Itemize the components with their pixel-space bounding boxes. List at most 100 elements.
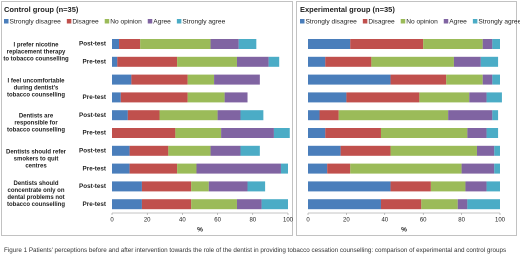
legend-label: Agree bbox=[449, 18, 467, 25]
bar-segment bbox=[421, 199, 458, 210]
bar-segment bbox=[308, 181, 391, 192]
bar-segment bbox=[492, 39, 500, 49]
bar-segment bbox=[273, 128, 290, 138]
bar-segment bbox=[177, 56, 237, 67]
row-label: Post-test bbox=[79, 147, 107, 154]
bar-segment bbox=[486, 92, 502, 103]
bar-segment bbox=[177, 163, 197, 174]
legend-label: Disagree bbox=[72, 18, 99, 25]
bar-segment bbox=[308, 74, 391, 85]
bar-segment bbox=[210, 39, 239, 49]
bar-segment bbox=[112, 145, 130, 156]
legend-swatch bbox=[4, 19, 9, 24]
bar-segment bbox=[112, 163, 130, 174]
bar-segment bbox=[461, 163, 495, 174]
bar-segment bbox=[208, 181, 248, 192]
row-label: Pre-test bbox=[83, 201, 107, 208]
bar-segment bbox=[319, 110, 339, 121]
bar-segment bbox=[371, 56, 454, 67]
bar-segment bbox=[476, 145, 495, 156]
bar-segment bbox=[327, 163, 351, 174]
bar-segment bbox=[492, 74, 500, 85]
bar-segment bbox=[380, 199, 422, 210]
bar-segment bbox=[261, 199, 288, 210]
x-axis-label: % bbox=[197, 227, 203, 234]
legend-swatch bbox=[443, 19, 449, 24]
legend-label: Disagree bbox=[368, 18, 395, 25]
legend-swatch bbox=[472, 19, 478, 24]
bar-segment bbox=[486, 181, 500, 192]
bar-segment bbox=[236, 56, 269, 67]
bar-segment bbox=[196, 163, 281, 174]
x-tick-label: 0 bbox=[110, 218, 114, 224]
bar-segment bbox=[453, 56, 481, 67]
legend-label: Strongly disagree bbox=[306, 18, 358, 25]
statement-label: I prefer nicotine replacement therapy to… bbox=[3, 42, 69, 63]
legend-swatch bbox=[362, 19, 368, 24]
bar-segment bbox=[308, 128, 326, 138]
bar-segment bbox=[236, 199, 262, 210]
x-tick-label: 40 bbox=[179, 218, 186, 224]
bar-segment bbox=[390, 145, 477, 156]
bar-segment bbox=[482, 74, 493, 85]
bar-segment bbox=[238, 39, 257, 49]
bar-segment bbox=[350, 163, 462, 174]
bar-segment bbox=[140, 39, 211, 49]
bar-segment bbox=[430, 181, 466, 192]
bar-segment bbox=[494, 145, 500, 156]
bar-segment bbox=[210, 145, 241, 156]
legend-label: No opinion bbox=[406, 18, 438, 25]
bar-segment bbox=[482, 39, 493, 49]
bar-segment bbox=[191, 181, 209, 192]
bar-segment bbox=[465, 181, 487, 192]
x-tick-label: 0 bbox=[306, 218, 310, 224]
bar-segment bbox=[112, 56, 118, 67]
bar-segment bbox=[112, 199, 142, 210]
bar-segment bbox=[338, 110, 449, 121]
bar-segment bbox=[480, 56, 499, 67]
row-label: Pre-test bbox=[83, 130, 107, 137]
x-tick-label: 100 bbox=[283, 218, 294, 224]
bar-segment bbox=[112, 92, 121, 103]
bar-segment bbox=[380, 128, 468, 138]
bar-segment bbox=[446, 74, 483, 85]
legend-swatch bbox=[400, 19, 406, 24]
legend-swatch bbox=[66, 19, 72, 24]
bar-segment bbox=[131, 74, 188, 85]
x-tick-label: 60 bbox=[214, 218, 221, 224]
legend-label: Strongly agree bbox=[182, 18, 225, 25]
bar-segment bbox=[268, 56, 280, 67]
panel-title: Control group (n=35) bbox=[4, 5, 79, 14]
row-label: Post-test bbox=[79, 112, 107, 119]
x-tick-label: 40 bbox=[381, 218, 388, 224]
bar-segment bbox=[486, 128, 499, 138]
bar-segment bbox=[112, 74, 132, 85]
legend-label: No opinion bbox=[110, 18, 142, 25]
legend-swatch bbox=[176, 19, 182, 24]
legend-swatch bbox=[147, 19, 153, 24]
bar-segment bbox=[120, 92, 188, 103]
x-tick-label: 20 bbox=[343, 218, 350, 224]
bar-segment bbox=[457, 199, 468, 210]
statement-label: Dentists are responsible for tobacco cou… bbox=[6, 113, 65, 134]
bar-segment bbox=[469, 92, 487, 103]
caption: Figure 1 Patients' perceptions before an… bbox=[4, 247, 507, 254]
x-tick-label: 80 bbox=[249, 218, 256, 224]
bar-segment bbox=[325, 56, 372, 67]
bar-segment bbox=[448, 110, 493, 121]
bar-segment bbox=[390, 181, 431, 192]
bar-segment bbox=[419, 92, 470, 103]
bar-segment bbox=[308, 199, 381, 210]
panel-frame bbox=[296, 1, 517, 236]
bar-segment bbox=[240, 110, 264, 121]
bar-segment bbox=[308, 56, 326, 67]
bar-segment bbox=[112, 110, 128, 121]
chart: Control group (n=35) Strongly disagree Dis… bbox=[1, 1, 520, 236]
bar-segment bbox=[191, 199, 237, 210]
bar-segment bbox=[308, 145, 341, 156]
bar-segment bbox=[187, 92, 225, 103]
row-label: Pre-test bbox=[83, 94, 107, 101]
x-tick-label: 100 bbox=[495, 218, 506, 224]
bar-segment bbox=[308, 92, 347, 103]
